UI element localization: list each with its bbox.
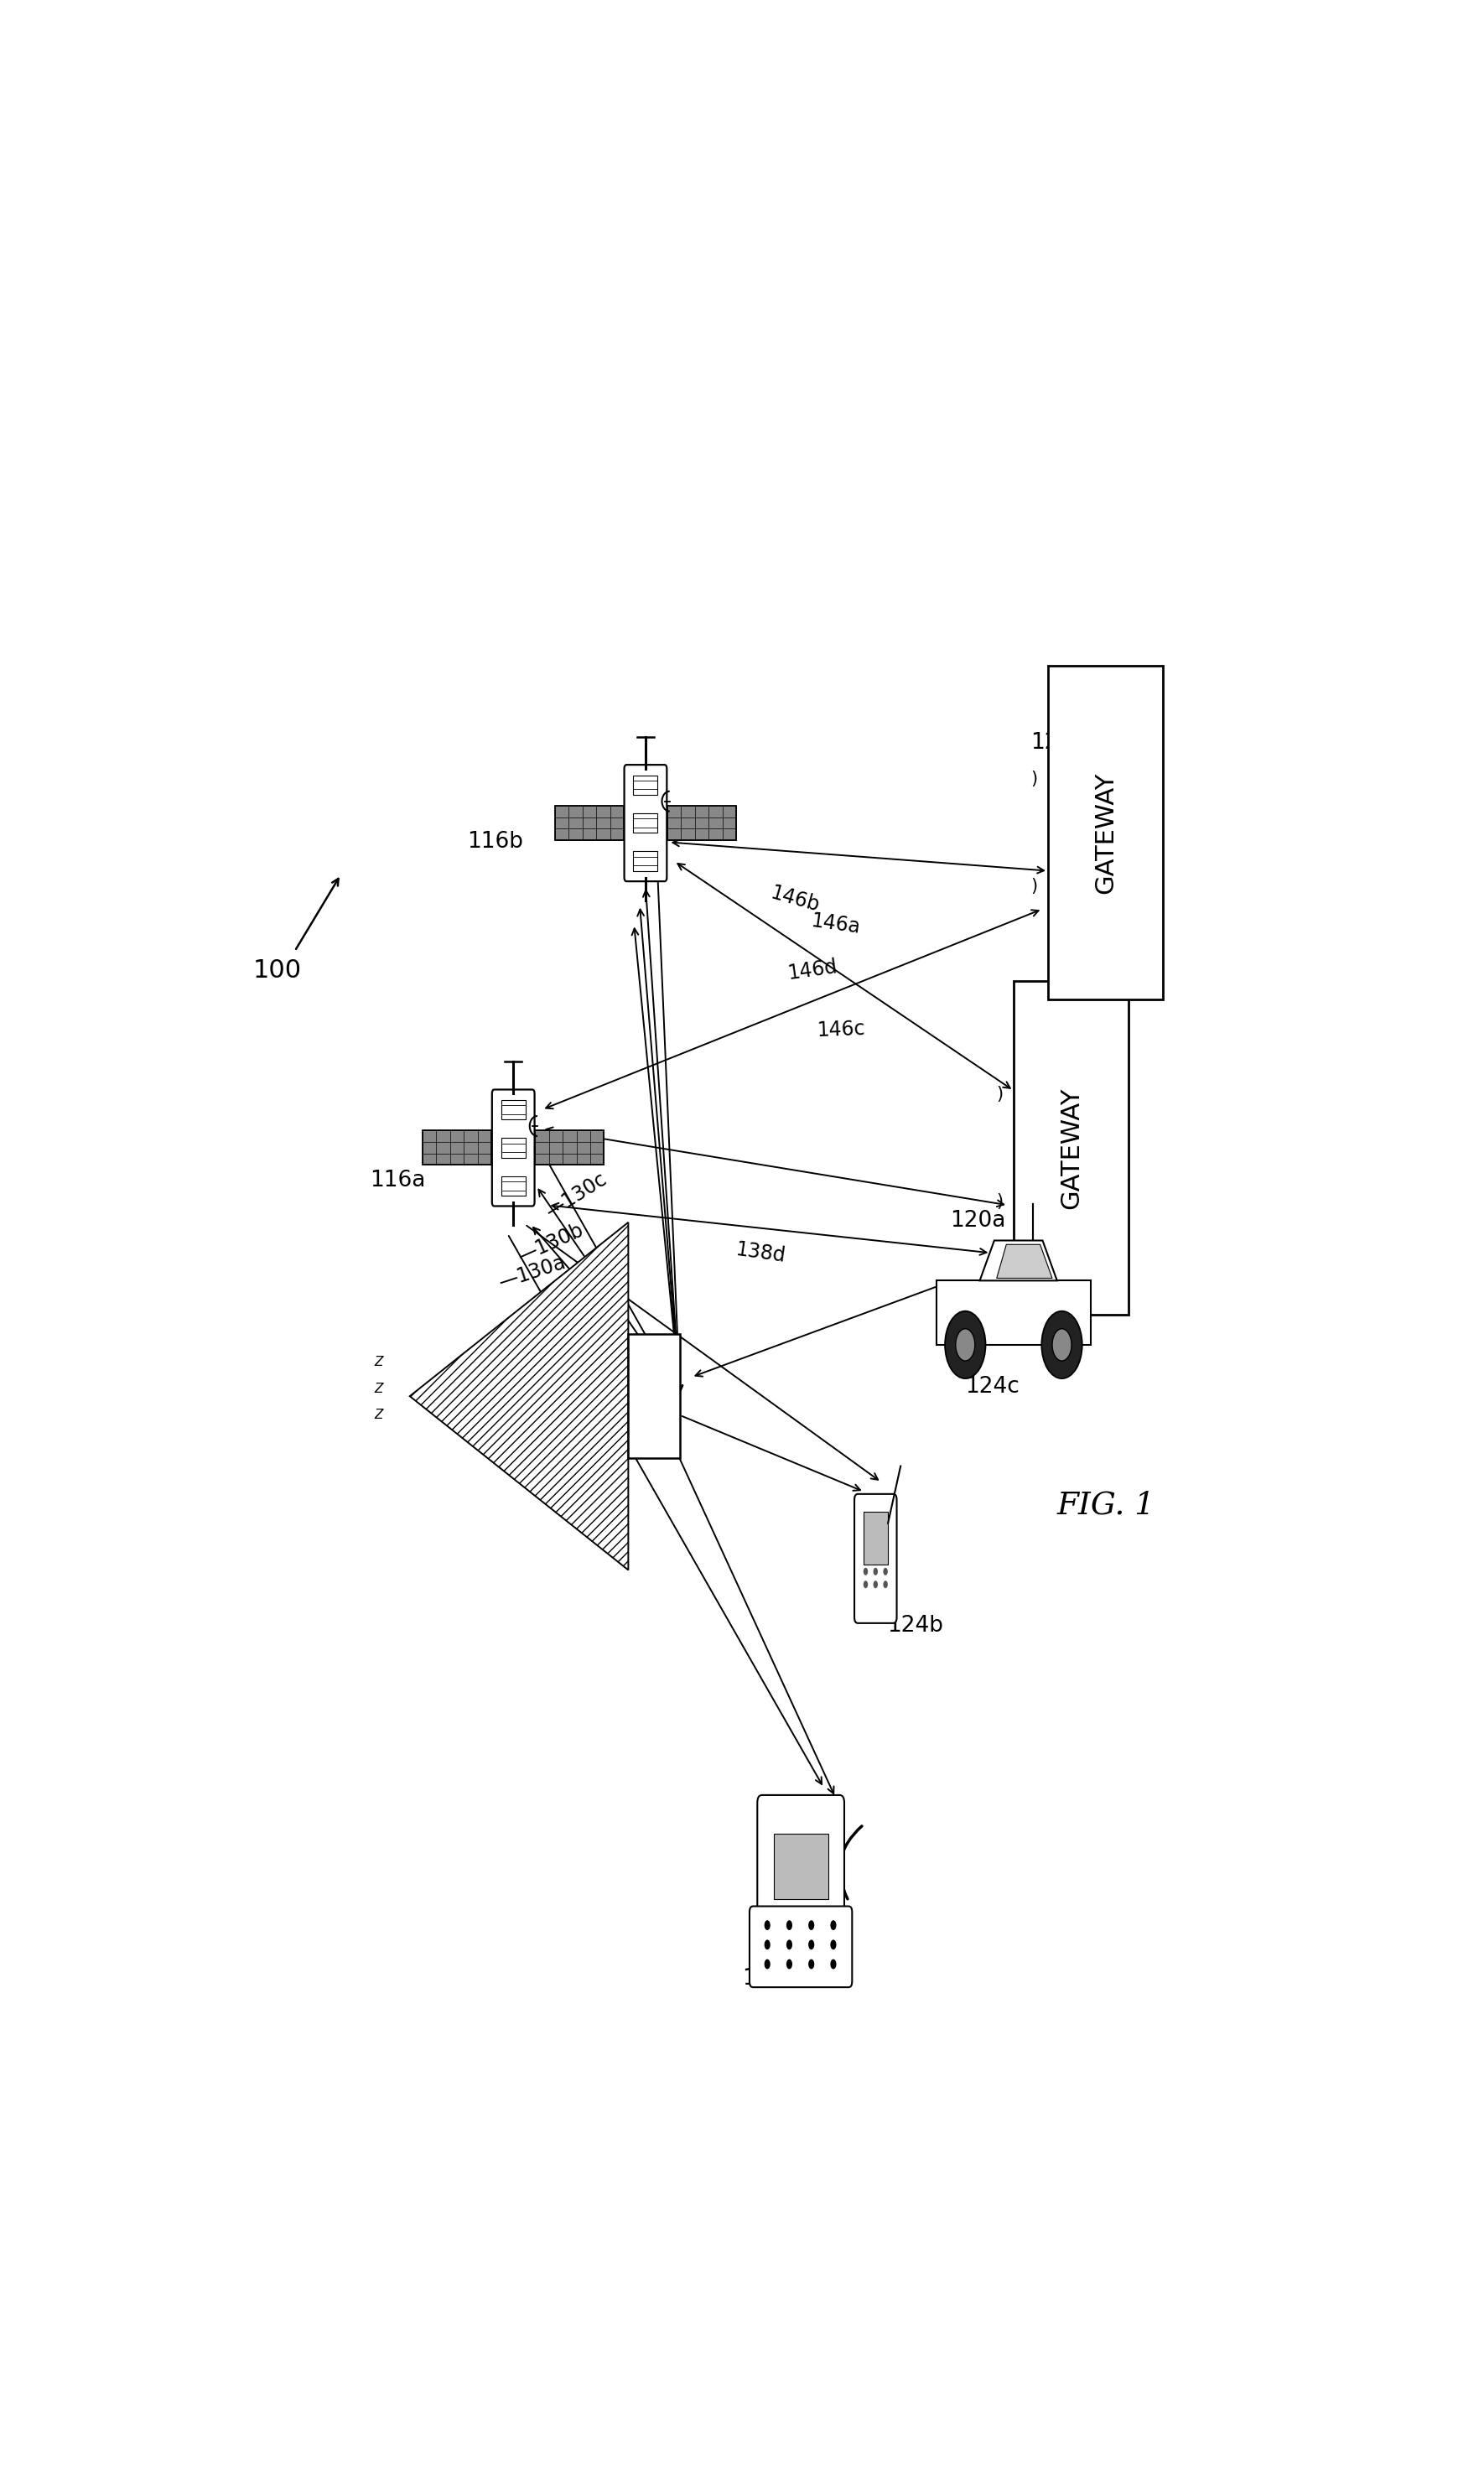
FancyBboxPatch shape	[634, 774, 657, 794]
FancyBboxPatch shape	[502, 1099, 525, 1119]
Circle shape	[883, 1568, 887, 1575]
Circle shape	[764, 1960, 770, 1970]
FancyBboxPatch shape	[855, 1494, 896, 1623]
Text: ): )	[1031, 772, 1037, 786]
Text: 100: 100	[254, 958, 301, 982]
Text: 120a: 120a	[950, 1211, 1006, 1231]
Bar	[536, 1131, 604, 1166]
Bar	[864, 1511, 887, 1566]
Circle shape	[864, 1568, 868, 1575]
Text: Z: Z	[374, 1355, 383, 1367]
FancyBboxPatch shape	[634, 814, 657, 834]
Circle shape	[787, 1920, 792, 1930]
Circle shape	[831, 1940, 837, 1950]
Text: GATEWAY: GATEWAY	[1060, 1087, 1083, 1208]
Circle shape	[764, 1940, 770, 1950]
Circle shape	[1042, 1310, 1082, 1379]
Bar	[668, 806, 736, 841]
Circle shape	[809, 1940, 815, 1950]
Text: 124c: 124c	[965, 1377, 1020, 1397]
Text: 146d: 146d	[787, 958, 838, 982]
FancyBboxPatch shape	[625, 764, 666, 881]
Bar	[773, 1833, 828, 1898]
Bar	[555, 806, 623, 841]
Text: 138d: 138d	[735, 1240, 787, 1265]
Circle shape	[831, 1920, 837, 1930]
Text: —130b: —130b	[515, 1221, 588, 1268]
Text: 112: 112	[548, 1434, 591, 1454]
Circle shape	[831, 1960, 837, 1970]
Circle shape	[873, 1568, 879, 1575]
Circle shape	[764, 1920, 770, 1930]
FancyBboxPatch shape	[502, 1176, 525, 1196]
Circle shape	[787, 1940, 792, 1950]
Text: 124b: 124b	[887, 1615, 944, 1637]
Bar	[936, 1280, 1091, 1345]
Text: ): )	[996, 1193, 1003, 1211]
Text: 138a: 138a	[528, 1307, 574, 1360]
Circle shape	[787, 1960, 792, 1970]
Text: 146a: 146a	[809, 911, 861, 938]
Polygon shape	[410, 1223, 628, 1570]
Bar	[1048, 665, 1163, 1000]
Circle shape	[873, 1580, 879, 1588]
Text: 138c: 138c	[570, 1327, 611, 1379]
Circle shape	[956, 1330, 975, 1362]
Circle shape	[883, 1580, 887, 1588]
Text: 120b: 120b	[1031, 732, 1086, 754]
Text: —130c: —130c	[542, 1169, 611, 1223]
Text: ): )	[1031, 878, 1037, 896]
Text: GATEWAY: GATEWAY	[1094, 772, 1117, 893]
Text: FIG. 1: FIG. 1	[1057, 1491, 1155, 1521]
Text: 124a: 124a	[742, 1967, 797, 1990]
FancyBboxPatch shape	[634, 851, 657, 871]
Text: ): )	[996, 1087, 1003, 1102]
FancyBboxPatch shape	[757, 1796, 844, 1920]
Circle shape	[864, 1580, 868, 1588]
Text: 116b: 116b	[467, 831, 524, 853]
Circle shape	[1052, 1330, 1071, 1362]
Text: Z: Z	[374, 1382, 383, 1394]
Circle shape	[809, 1960, 815, 1970]
Bar	[628, 1335, 680, 1459]
Text: 138b: 138b	[546, 1317, 591, 1372]
Text: —130a: —130a	[497, 1253, 568, 1293]
Text: Z: Z	[374, 1409, 383, 1422]
Bar	[1014, 980, 1128, 1315]
Text: 116a: 116a	[370, 1169, 426, 1191]
Bar	[423, 1131, 491, 1166]
FancyBboxPatch shape	[749, 1905, 852, 1987]
Polygon shape	[997, 1245, 1052, 1278]
Circle shape	[945, 1310, 985, 1379]
Text: 146c: 146c	[816, 1020, 865, 1040]
FancyBboxPatch shape	[493, 1089, 534, 1206]
Text: 146b: 146b	[769, 883, 822, 915]
FancyBboxPatch shape	[502, 1139, 525, 1159]
Polygon shape	[979, 1240, 1057, 1280]
Circle shape	[809, 1920, 815, 1930]
